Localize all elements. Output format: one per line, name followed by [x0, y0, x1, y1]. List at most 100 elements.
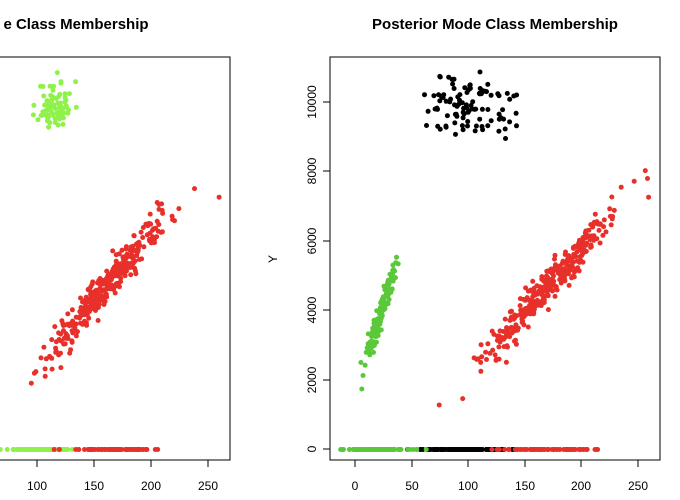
left-data-point: [62, 91, 68, 97]
left-data-point: [11, 447, 17, 452]
right-data-point: [425, 108, 431, 114]
left-data-point: [75, 329, 80, 335]
right-data-point: [566, 282, 572, 288]
left-data-point: [155, 447, 161, 452]
right-data-point: [584, 447, 590, 452]
right-data-point: [347, 447, 352, 452]
left-data-point: [101, 287, 107, 293]
left-data-point: [73, 447, 79, 452]
left-x-tick-label: 150: [84, 479, 104, 493]
right-data-point: [375, 447, 381, 452]
right-data-point: [414, 447, 420, 452]
left-data-point: [130, 247, 136, 253]
right-data-point: [571, 274, 577, 280]
right-data-point: [552, 256, 557, 262]
left-data-point: [56, 447, 62, 452]
left-data-point: [85, 287, 91, 293]
right-data-point: [417, 447, 423, 452]
right-data-point: [536, 302, 541, 308]
right-data-point: [579, 246, 585, 252]
right-data-point: [373, 327, 379, 333]
right-data-point: [479, 354, 485, 360]
right-y-tick-label: 6000: [305, 227, 319, 254]
right-data-point: [540, 300, 546, 306]
right-data-point: [353, 447, 359, 452]
right-data-point: [422, 92, 427, 98]
right-data-point: [453, 131, 458, 137]
right-data-point: [645, 176, 650, 181]
right-data-point: [394, 254, 399, 260]
right-data-point: [539, 447, 545, 452]
left-data-point: [93, 308, 98, 313]
right-x-tick-label: 200: [571, 479, 591, 493]
right-data-point: [390, 262, 396, 268]
right-data-point: [451, 76, 457, 82]
right-data-point: [447, 99, 453, 105]
left-data-point: [61, 328, 66, 334]
right-data-point: [562, 268, 568, 274]
left-data-point: [58, 112, 63, 118]
right-data-point: [359, 386, 365, 392]
right-data-point: [588, 244, 594, 250]
right-y-axis-label: Y: [266, 255, 280, 263]
right-data-point: [444, 113, 450, 119]
right-data-point: [597, 240, 603, 246]
left-data-point: [84, 322, 90, 328]
left-data-point: [42, 373, 48, 379]
right-data-point: [461, 111, 467, 117]
right-y-tick-label: 4000: [305, 296, 319, 323]
right-data-point: [591, 219, 597, 225]
right-plot-frame: [329, 56, 661, 461]
right-data-point: [368, 340, 374, 346]
right-data-point: [518, 311, 523, 317]
right-data-point: [501, 116, 507, 122]
left-data-point: [52, 106, 58, 111]
right-data-point: [452, 447, 458, 452]
right-data-point: [512, 328, 518, 334]
left-data-point: [89, 281, 95, 287]
right-data-point: [483, 349, 489, 355]
right-data-point: [465, 119, 471, 124]
right-data-point: [478, 342, 484, 348]
right-data-point: [532, 292, 538, 298]
left-data-point: [70, 330, 76, 336]
right-data-point: [567, 267, 573, 273]
right-data-point: [459, 447, 464, 452]
left-data-point: [135, 248, 141, 254]
right-data-point: [502, 126, 508, 132]
right-data-point: [443, 124, 449, 130]
left-data-point: [114, 260, 120, 266]
left-data-point: [45, 115, 51, 120]
left-data-point: [113, 267, 119, 273]
right-data-point: [562, 447, 568, 452]
left-data-point: [108, 282, 114, 288]
right-data-point: [436, 402, 442, 408]
left-data-point: [145, 223, 151, 229]
left-data-point: [4, 447, 10, 452]
left-data-point: [30, 112, 36, 118]
right-data-point: [552, 267, 558, 273]
right-data-point: [431, 93, 437, 99]
right-data-point: [508, 324, 514, 330]
right-data-point: [407, 447, 413, 452]
left-data-point: [42, 366, 48, 372]
left-data-point: [49, 97, 55, 103]
left-data-point: [52, 324, 58, 330]
right-data-point: [383, 447, 389, 452]
right-data-point: [460, 115, 466, 121]
right-data-point: [452, 102, 457, 108]
right-data-point: [437, 73, 443, 79]
left-data-point: [159, 229, 165, 235]
right-data-point: [551, 273, 556, 279]
left-data-point: [46, 124, 52, 130]
right-data-point: [513, 341, 519, 347]
right-data-point: [545, 293, 551, 299]
left-data-point: [138, 229, 144, 235]
left-data-point: [95, 318, 101, 323]
right-data-point: [524, 447, 530, 452]
right-data-point: [389, 286, 395, 292]
right-data-point: [359, 447, 365, 452]
right-data-point: [453, 111, 459, 117]
left-data-point: [31, 102, 37, 108]
right-data-point: [460, 396, 466, 402]
